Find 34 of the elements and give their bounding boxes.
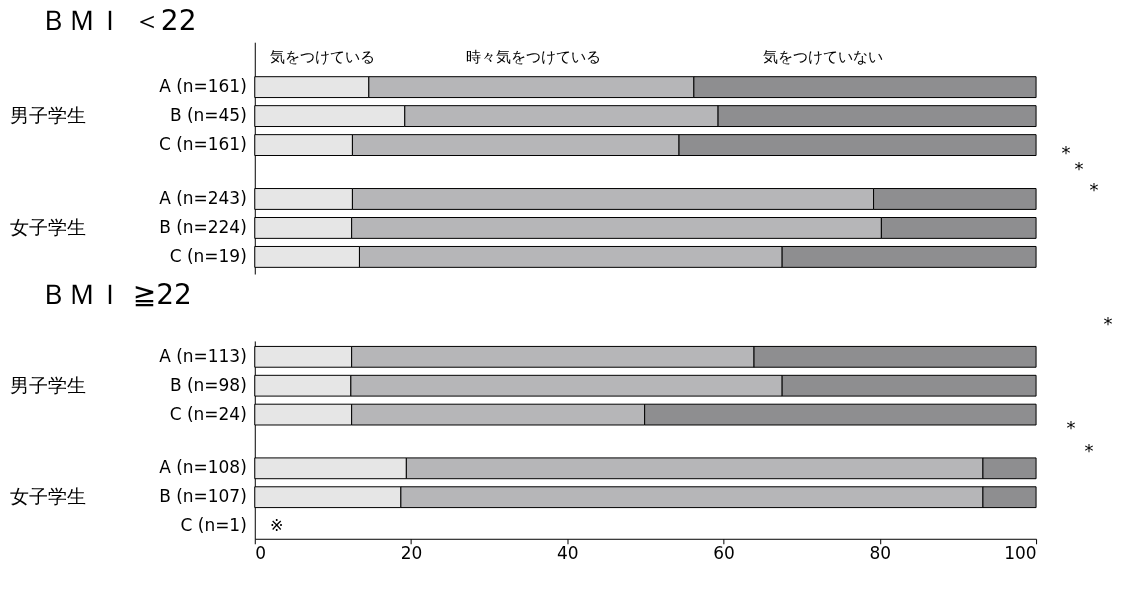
category-label: B (n=98) bbox=[169, 374, 247, 395]
x-tick-label: 80 bbox=[869, 543, 892, 564]
text: * bbox=[1074, 157, 1084, 179]
series-label: 気をつけていない bbox=[762, 47, 883, 66]
category-label: C (n=19) bbox=[169, 245, 247, 266]
annotation: ※ bbox=[270, 516, 284, 536]
x-tick-label: 40 bbox=[557, 543, 579, 564]
text: * bbox=[1089, 179, 1099, 201]
text: * bbox=[1103, 313, 1113, 335]
text: * bbox=[1066, 417, 1076, 439]
chart-title: ＢＭＩ ≧22 bbox=[39, 278, 192, 312]
category-label: C (n=1) bbox=[180, 515, 247, 536]
series-label: 気をつけている bbox=[270, 47, 376, 66]
x-tick-label: 60 bbox=[713, 543, 735, 564]
x-tick-label: 20 bbox=[400, 543, 423, 564]
category-label: B (n=45) bbox=[169, 105, 247, 126]
text: 女子学生 bbox=[9, 485, 86, 508]
text: * bbox=[1084, 440, 1094, 462]
category-label: A (n=243) bbox=[159, 187, 247, 208]
category-label: A (n=108) bbox=[159, 457, 247, 478]
text: 男子学生 bbox=[9, 373, 86, 396]
category-label: A (n=113) bbox=[159, 345, 247, 366]
chart-title: ＢＭＩ ＜22 bbox=[39, 4, 197, 38]
x-tick-label: 100 bbox=[1004, 543, 1037, 564]
text: 女子学生 bbox=[9, 215, 86, 238]
x-tick-label: 0 bbox=[255, 543, 267, 564]
series-label: 時々気をつけている bbox=[465, 47, 601, 66]
category-label: C (n=24) bbox=[169, 403, 247, 424]
category-label: C (n=161) bbox=[158, 134, 247, 155]
text: 男子学生 bbox=[9, 104, 86, 127]
category-label: A (n=161) bbox=[159, 76, 247, 97]
category-label: B (n=107) bbox=[159, 486, 247, 507]
text: * bbox=[1061, 141, 1071, 163]
category-label: B (n=224) bbox=[159, 216, 247, 237]
